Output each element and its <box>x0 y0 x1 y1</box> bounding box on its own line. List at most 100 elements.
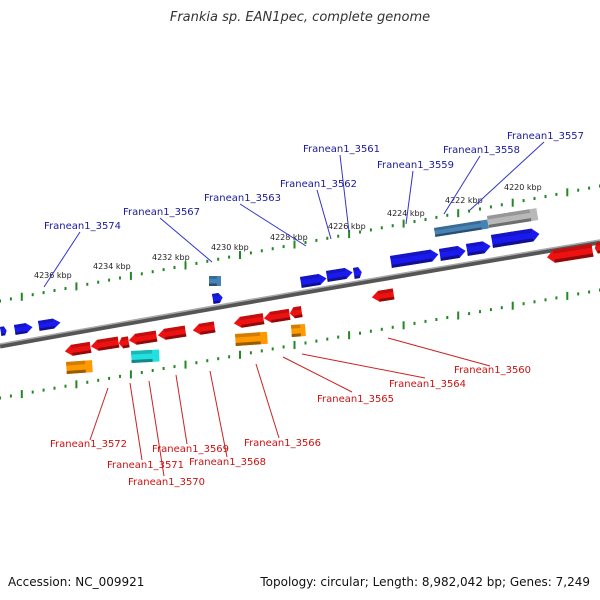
minor-tick <box>151 369 154 372</box>
minor-tick <box>64 287 67 290</box>
bottom-leader-lines <box>89 337 491 477</box>
grey-feature <box>486 208 539 228</box>
minor-tick <box>206 259 209 263</box>
minor-tick <box>435 215 438 219</box>
major-tick <box>402 321 405 330</box>
reverse-gene <box>263 308 291 323</box>
minor-tick <box>577 292 580 296</box>
minor-tick <box>337 335 340 339</box>
minor-tick <box>555 192 558 196</box>
minor-tick <box>479 207 481 211</box>
minor-tick <box>326 236 329 240</box>
orange-feature <box>235 331 268 346</box>
forward-gene <box>353 267 362 279</box>
forward-gene <box>325 268 353 282</box>
accession-text: Accession: NC_009921 <box>8 575 145 589</box>
minor-tick <box>468 312 471 316</box>
minor-tick <box>522 302 525 306</box>
gene-features <box>0 208 600 374</box>
minor-tick <box>195 361 198 365</box>
minor-tick <box>53 386 56 390</box>
gene-label-franean1-3572: Franean1_3572 <box>50 439 127 450</box>
reverse-gene <box>157 325 187 340</box>
minor-tick <box>391 224 394 228</box>
major-tick <box>402 219 405 228</box>
minor-tick <box>446 213 449 217</box>
major-tick <box>566 291 569 300</box>
minor-tick <box>304 241 307 244</box>
minor-tick <box>588 186 591 190</box>
minor-tick <box>424 218 427 221</box>
reverse-gene <box>128 330 158 345</box>
minor-tick <box>369 329 372 333</box>
cyan-feature <box>130 349 160 363</box>
minor-tick <box>140 371 143 374</box>
minor-tick <box>108 278 111 282</box>
minor-tick <box>9 394 12 398</box>
forward-gene <box>0 326 7 336</box>
forward-gene <box>490 228 540 248</box>
major-tick <box>457 209 460 218</box>
reverse-gene <box>118 336 130 349</box>
minor-tick <box>162 367 165 370</box>
minor-tick <box>435 318 438 321</box>
minor-tick <box>468 209 471 213</box>
minor-tick <box>140 272 143 276</box>
minor-tick <box>380 226 383 230</box>
major-tick <box>20 390 23 399</box>
minor-tick <box>588 290 591 294</box>
gene-label-franean1-3568: Franean1_3568 <box>189 457 266 468</box>
minor-tick <box>533 197 536 200</box>
genome-backbone <box>0 239 600 349</box>
minor-tick <box>206 359 209 363</box>
map-title: Frankia sp. EAN1pec, complete genome <box>169 10 431 25</box>
kbp-label: 4236 kbp <box>34 271 72 280</box>
minor-tick <box>119 276 121 280</box>
minor-tick <box>42 388 45 392</box>
kbp-label: 4230 kbp <box>211 243 249 252</box>
kbp-label: 4228 kbp <box>270 233 308 242</box>
major-tick <box>348 331 351 340</box>
minor-tick <box>380 327 383 331</box>
minor-tick <box>315 339 318 343</box>
minor-tick <box>424 319 427 323</box>
forward-gene <box>465 241 491 256</box>
minor-tick <box>479 310 481 314</box>
minor-tick <box>97 280 100 284</box>
minor-tick <box>489 205 492 209</box>
top-leader-lines <box>43 141 545 288</box>
minor-tick <box>446 316 449 319</box>
gene-label-franean1-3559: Franean1_3559 <box>377 160 454 171</box>
minor-tick <box>271 347 274 351</box>
minor-tick <box>391 325 394 329</box>
major-tick <box>293 341 296 349</box>
reverse-gene <box>289 306 303 319</box>
minor-tick <box>544 298 547 302</box>
minor-tick <box>173 365 176 369</box>
forward-gene <box>38 318 61 331</box>
minor-tick <box>31 293 34 297</box>
minor-tick <box>337 234 340 238</box>
minor-tick <box>195 261 198 265</box>
orange-feature <box>65 360 93 374</box>
minor-tick <box>544 195 547 198</box>
minor-tick <box>64 384 67 388</box>
minor-tick <box>249 351 252 355</box>
major-tick <box>348 230 351 239</box>
minor-tick <box>260 349 263 353</box>
gene-label-franean1-3557: Franean1_3557 <box>507 131 584 142</box>
kbp-label: 4232 kbp <box>152 253 190 262</box>
minor-tick <box>359 230 361 234</box>
reverse-gene <box>371 288 395 302</box>
minor-tick <box>315 238 318 242</box>
kbp-label: 4226 kbp <box>328 222 366 231</box>
bottom-gene-labels: Franean1_3572 Franean1_3571 Franean1_357… <box>50 365 531 488</box>
minor-tick <box>108 376 111 380</box>
genome-backbone-highlight <box>0 239 600 345</box>
reverse-gene <box>90 336 120 351</box>
forward-gene <box>212 292 223 304</box>
major-tick <box>20 292 23 301</box>
minor-tick <box>217 357 220 361</box>
kbp-labels: 4236 kbp 4234 kbp 4232 kbp 4230 kbp 4228… <box>34 183 542 280</box>
